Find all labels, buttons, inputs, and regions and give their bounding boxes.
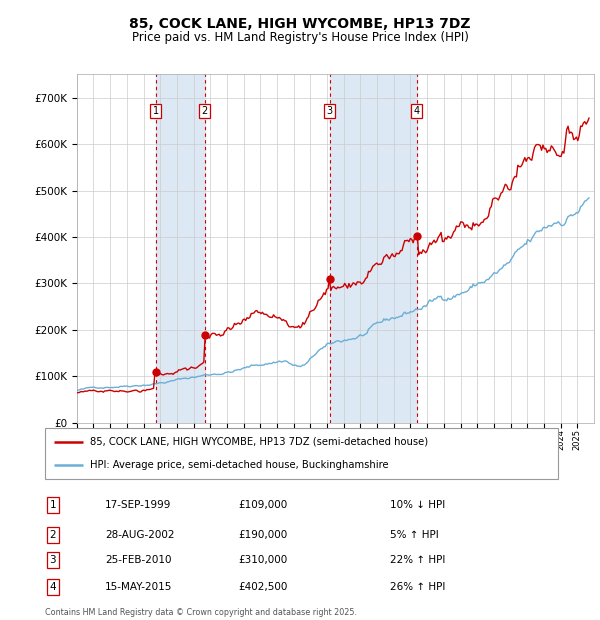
Text: 1: 1 [152, 106, 158, 116]
Text: 22% ↑ HPI: 22% ↑ HPI [390, 555, 445, 565]
Text: 17-SEP-1999: 17-SEP-1999 [105, 500, 172, 510]
Text: £402,500: £402,500 [239, 582, 288, 592]
Text: 85, COCK LANE, HIGH WYCOMBE, HP13 7DZ (semi-detached house): 85, COCK LANE, HIGH WYCOMBE, HP13 7DZ (s… [90, 436, 428, 446]
Text: £310,000: £310,000 [239, 555, 288, 565]
Text: HPI: Average price, semi-detached house, Buckinghamshire: HPI: Average price, semi-detached house,… [90, 460, 389, 470]
Text: 2: 2 [202, 106, 208, 116]
Text: 4: 4 [49, 582, 56, 592]
Text: £109,000: £109,000 [239, 500, 288, 510]
Bar [155, 74, 205, 423]
Text: 15-MAY-2015: 15-MAY-2015 [105, 582, 172, 592]
Text: 85, COCK LANE, HIGH WYCOMBE, HP13 7DZ: 85, COCK LANE, HIGH WYCOMBE, HP13 7DZ [129, 17, 471, 32]
FancyBboxPatch shape [45, 428, 558, 479]
Text: 2: 2 [49, 530, 56, 540]
Bar [329, 74, 416, 423]
Text: 4: 4 [413, 106, 420, 116]
Text: 3: 3 [326, 106, 332, 116]
Text: 3: 3 [49, 555, 56, 565]
Text: 25-FEB-2010: 25-FEB-2010 [105, 555, 172, 565]
Text: 1: 1 [49, 500, 56, 510]
Text: 5% ↑ HPI: 5% ↑ HPI [390, 530, 439, 540]
Text: Contains HM Land Registry data © Crown copyright and database right 2025.
This d: Contains HM Land Registry data © Crown c… [45, 608, 357, 620]
Text: Price paid vs. HM Land Registry's House Price Index (HPI): Price paid vs. HM Land Registry's House … [131, 31, 469, 44]
Text: £190,000: £190,000 [239, 530, 288, 540]
Text: 26% ↑ HPI: 26% ↑ HPI [390, 582, 445, 592]
Text: 10% ↓ HPI: 10% ↓ HPI [390, 500, 445, 510]
Text: 28-AUG-2002: 28-AUG-2002 [105, 530, 175, 540]
